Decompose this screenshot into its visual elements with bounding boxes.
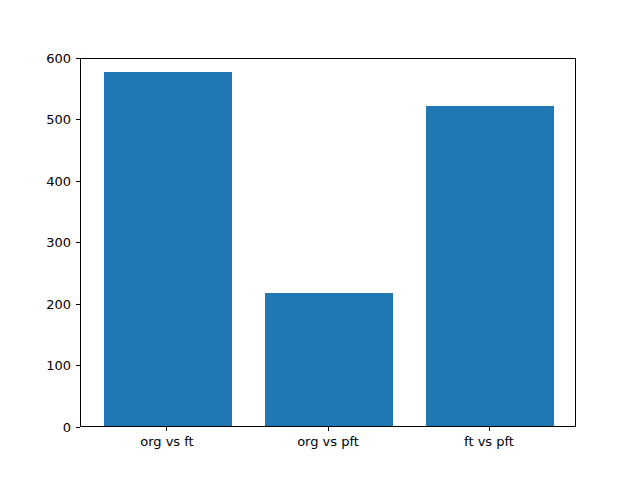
y-axis-tick-label: 400	[0, 174, 71, 189]
y-axis-tick-mark	[76, 181, 80, 182]
y-axis-tick-mark	[76, 58, 80, 59]
y-axis-tick-label: 100	[0, 358, 71, 373]
y-axis-tick-label: 300	[0, 235, 71, 250]
y-axis-tick-mark	[76, 242, 80, 243]
x-axis-tick-label: org vs pft	[297, 434, 359, 449]
y-axis-tick-mark	[76, 119, 80, 120]
y-axis-tick-mark	[76, 304, 80, 305]
bar-org-vs-pft	[265, 293, 394, 426]
x-axis-tick-mark	[166, 427, 167, 431]
bar-ft-vs-pft	[426, 106, 555, 426]
y-axis-tick-label: 500	[0, 112, 71, 127]
figure-canvas: 0 100 200 300 400 500 600 org vs ft org vs pft ft…	[0, 0, 640, 480]
x-axis-tick-mark	[328, 427, 329, 431]
y-axis-tick-label: 600	[0, 51, 71, 66]
y-axis-tick-label: 0	[0, 420, 71, 435]
y-axis-tick-label: 200	[0, 297, 71, 312]
bar-org-vs-ft	[104, 72, 233, 426]
x-axis-tick-mark	[489, 427, 490, 431]
plot-area	[80, 58, 576, 427]
x-axis-tick-label: org vs ft	[140, 434, 194, 449]
x-axis-tick-label: ft vs pft	[464, 434, 514, 449]
y-axis-tick-mark	[76, 365, 80, 366]
y-axis-tick-mark	[76, 427, 80, 428]
